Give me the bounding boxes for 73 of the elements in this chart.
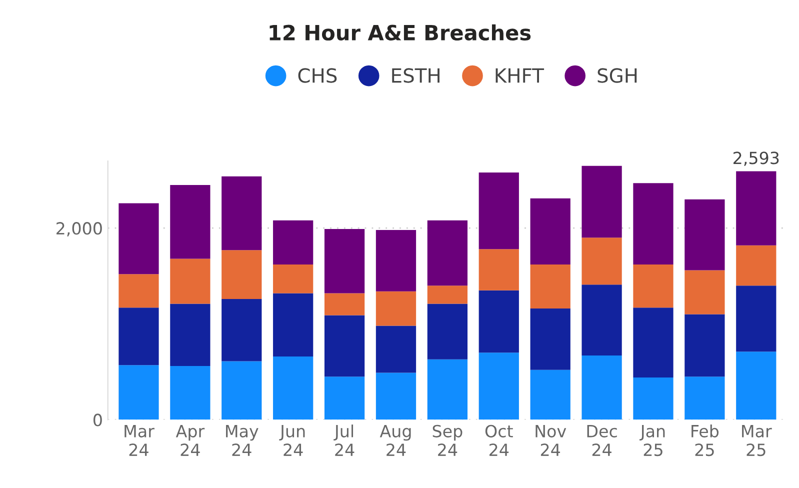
bar bbox=[736, 245, 776, 286]
bar bbox=[324, 315, 365, 377]
bar bbox=[118, 203, 159, 274]
bar bbox=[582, 166, 622, 238]
bar bbox=[633, 378, 674, 420]
x-tick-label: Jan 25 bbox=[640, 425, 665, 456]
bar bbox=[684, 314, 725, 377]
bar bbox=[582, 238, 622, 285]
bar bbox=[170, 304, 210, 366]
bar bbox=[170, 366, 210, 420]
bar bbox=[427, 220, 468, 286]
bar bbox=[222, 176, 262, 250]
bar bbox=[736, 352, 776, 420]
x-tick-label: Dec 24 bbox=[587, 425, 617, 456]
bar bbox=[324, 293, 365, 316]
bar bbox=[684, 376, 725, 420]
legend-label: KHFT bbox=[496, 68, 544, 83]
total-label: 2,593 bbox=[734, 152, 779, 166]
bar bbox=[273, 264, 314, 294]
bar bbox=[530, 370, 570, 420]
x-tick-label: Jul 24 bbox=[334, 424, 354, 456]
bar bbox=[582, 284, 622, 356]
legend-label: ESTH bbox=[392, 68, 440, 83]
bar bbox=[118, 308, 159, 366]
bar bbox=[736, 286, 776, 352]
y-tick-label: 0 bbox=[94, 414, 102, 426]
x-tick-label: Oct 24 bbox=[485, 424, 513, 456]
bar bbox=[324, 376, 365, 420]
bar bbox=[684, 199, 725, 270]
bar bbox=[478, 352, 519, 420]
bar bbox=[478, 290, 519, 353]
bar bbox=[376, 326, 416, 373]
bar bbox=[633, 183, 674, 264]
bar bbox=[118, 274, 159, 308]
bar bbox=[376, 372, 416, 420]
bar bbox=[222, 361, 262, 420]
bar bbox=[478, 172, 519, 250]
bar bbox=[273, 356, 314, 420]
bar bbox=[376, 230, 416, 292]
bar bbox=[427, 286, 468, 304]
x-tick-label: Apr 24 bbox=[176, 425, 205, 456]
bar bbox=[530, 198, 570, 264]
chart-title: 12 Hour A&E Breaches bbox=[270, 24, 531, 41]
x-tick-label: Nov 24 bbox=[536, 425, 566, 456]
bar bbox=[633, 264, 674, 308]
bar bbox=[633, 308, 674, 378]
y-tick-label: 2,000 bbox=[56, 222, 102, 236]
bar bbox=[324, 229, 365, 294]
x-tick-label: Jun 24 bbox=[279, 425, 305, 456]
x-tick-label: Mar 24 bbox=[124, 425, 154, 456]
x-tick-label: Aug 24 bbox=[380, 425, 411, 456]
bar bbox=[736, 171, 776, 246]
bar bbox=[273, 220, 314, 264]
bar bbox=[376, 291, 416, 326]
x-tick-label: May 24 bbox=[226, 425, 258, 456]
bar bbox=[684, 270, 725, 314]
bar bbox=[170, 184, 210, 259]
x-tick-label: Sep 24 bbox=[432, 424, 462, 456]
bar bbox=[118, 365, 159, 420]
x-tick-label: Mar 25 bbox=[742, 425, 772, 456]
bar bbox=[222, 250, 262, 299]
bar bbox=[170, 258, 210, 304]
x-tick-label: Feb 25 bbox=[692, 424, 719, 456]
legend-label: SGH bbox=[598, 68, 637, 83]
bar bbox=[427, 359, 468, 420]
bar bbox=[582, 356, 622, 420]
bar bbox=[530, 308, 570, 370]
bar bbox=[530, 264, 570, 309]
bar bbox=[427, 304, 468, 360]
bar bbox=[222, 298, 262, 362]
legend-label: CHS bbox=[298, 68, 337, 83]
bar bbox=[273, 293, 314, 356]
bar bbox=[478, 249, 519, 290]
